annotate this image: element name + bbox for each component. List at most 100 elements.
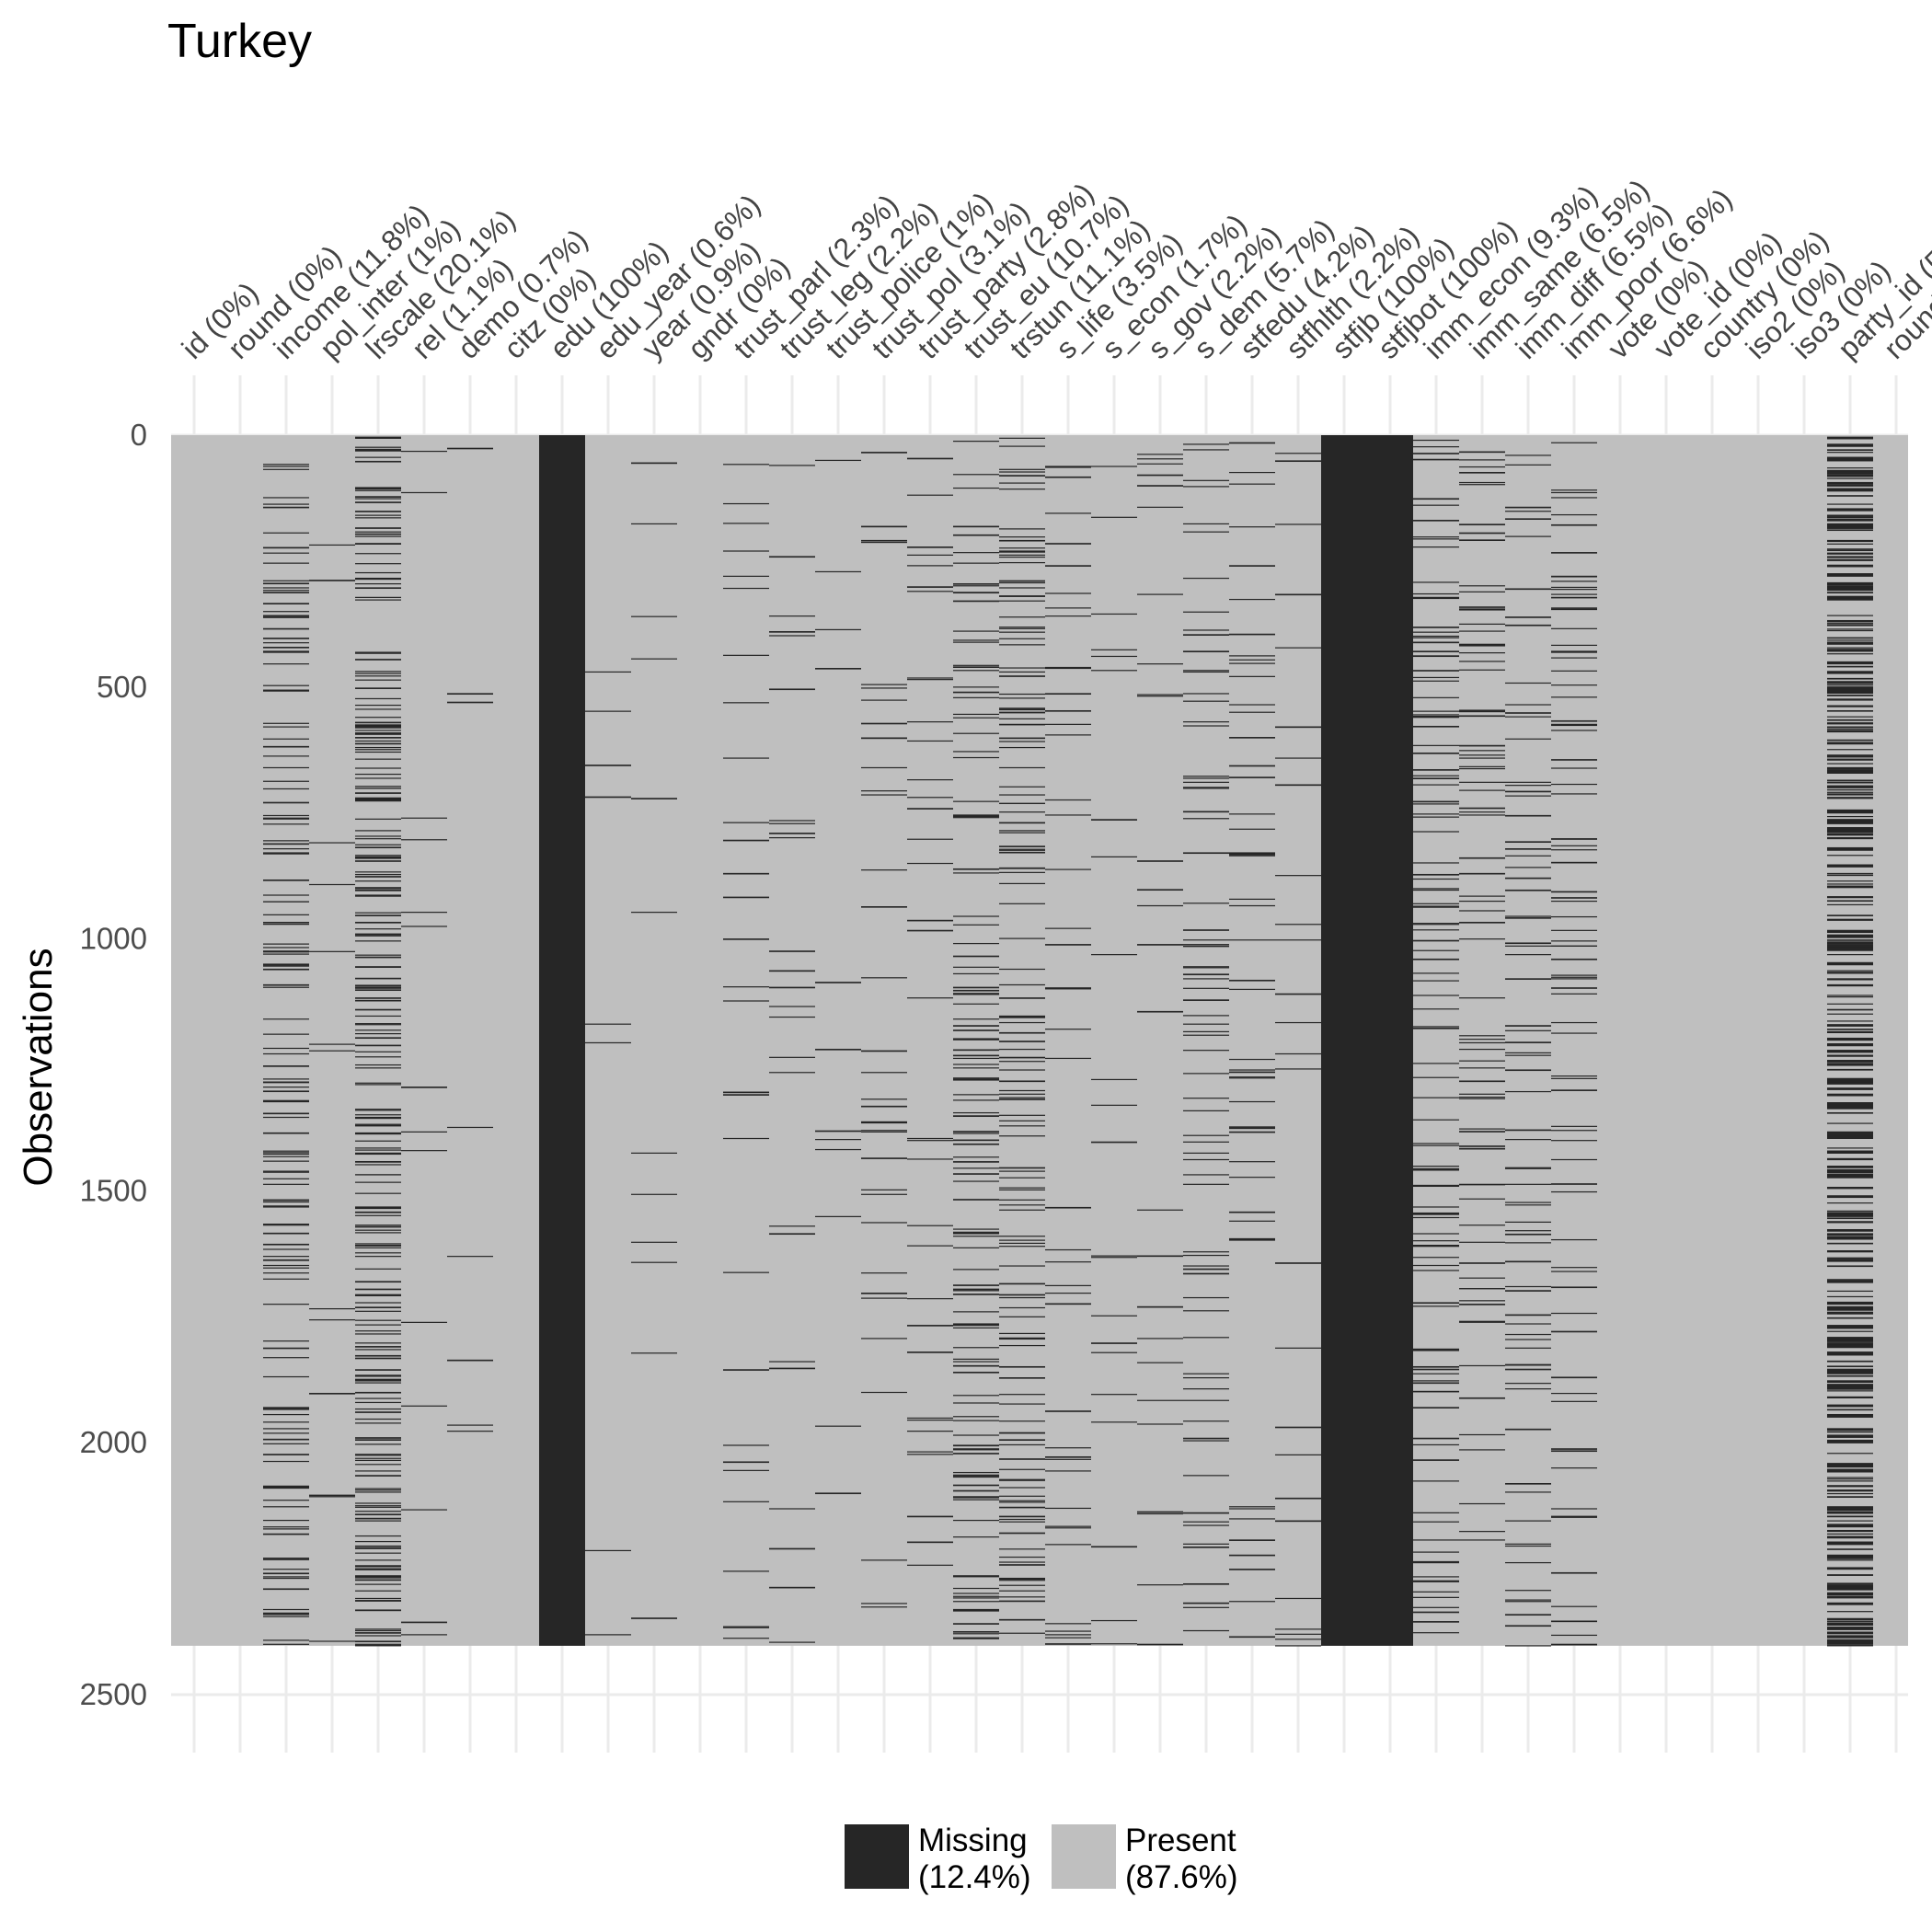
missing-mark-imm_diff xyxy=(1505,1428,1551,1431)
missing-mark-trstun xyxy=(999,1600,1045,1603)
missing-mark-year xyxy=(631,1352,677,1354)
missing-mark-lrscale xyxy=(355,1459,401,1462)
missing-mark-trstun xyxy=(999,851,1045,854)
missing-mark-lrscale xyxy=(355,1288,401,1291)
missing-mark-income xyxy=(263,1081,309,1083)
missing-mark-stfedu xyxy=(1229,442,1275,444)
missing-mark-party_id xyxy=(1827,1325,1873,1328)
missing-mark-trstun xyxy=(999,871,1045,873)
missing-mark-lrscale xyxy=(355,1214,401,1216)
missing-mark-imm_econ xyxy=(1413,1560,1459,1563)
missing-mark-income xyxy=(263,1528,309,1530)
missing-mark-lrscale xyxy=(355,1457,401,1459)
missing-mark-party_id xyxy=(1827,1489,1873,1491)
missing-mark-imm_same xyxy=(1459,1035,1505,1037)
missing-mark-lrscale xyxy=(355,671,401,673)
missing-mark-stfhlth xyxy=(1275,593,1321,596)
missing-mark-stfhlth xyxy=(1275,1021,1321,1024)
missing-mark-s_gov xyxy=(1137,1423,1183,1425)
missing-mark-lrscale xyxy=(355,894,401,896)
missing-mark-lrscale xyxy=(355,1056,401,1058)
missing-mark-party_id xyxy=(1827,1341,1873,1343)
missing-mark-imm_poor xyxy=(1551,838,1597,840)
missing-mark-party_id xyxy=(1827,1611,1873,1613)
missing-mark-party_id xyxy=(1827,516,1873,519)
missing-mark-demo xyxy=(447,1256,493,1258)
missing-mark-trstun xyxy=(999,1135,1045,1137)
missing-mark-imm_poor xyxy=(1551,1125,1597,1127)
missing-mark-trust_eu xyxy=(953,1601,999,1603)
missing-mark-imm_same xyxy=(1459,630,1505,632)
missing-mark-trstun xyxy=(999,849,1045,851)
missing-mark-lrscale xyxy=(355,1192,401,1194)
missing-mark-party_id xyxy=(1827,475,1873,477)
missing-mark-trust_party xyxy=(907,779,953,781)
missing-mark-party_id xyxy=(1827,1631,1873,1635)
missing-mark-s_life xyxy=(1045,1293,1091,1294)
missing-mark-lrscale xyxy=(355,856,401,858)
missing-mark-edu_year xyxy=(585,671,631,673)
missing-mark-trust_party xyxy=(907,494,953,496)
missing-mark-party_id xyxy=(1827,1170,1873,1173)
missing-mark-imm_same xyxy=(1459,744,1505,747)
missing-mark-income xyxy=(263,1616,309,1617)
missing-mark-trust_eu xyxy=(953,1077,999,1079)
missing-mark-income xyxy=(263,582,309,585)
missing-mark-edu_year xyxy=(585,1634,631,1636)
missing-mark-s_dem xyxy=(1183,1629,1229,1632)
missing-mark-stfhlth xyxy=(1275,1633,1321,1635)
missing-mark-lrscale xyxy=(355,758,401,760)
missing-mark-lrscale xyxy=(355,999,401,1002)
missing-mark-imm_poor xyxy=(1551,1183,1597,1185)
missing-mark-trstun xyxy=(999,712,1045,714)
missing-mark-trust_eu xyxy=(953,525,999,528)
missing-mark-stfhlth xyxy=(1275,453,1321,454)
missing-mark-income xyxy=(263,638,309,639)
missing-mark-imm_same xyxy=(1459,1262,1505,1264)
missing-mark-party_id xyxy=(1827,815,1873,818)
missing-mark-trstun xyxy=(999,600,1045,602)
missing-mark-party_id xyxy=(1827,1524,1873,1526)
missing-mark-trstun xyxy=(999,1618,1045,1621)
missing-mark-imm_diff xyxy=(1505,1347,1551,1349)
missing-mark-s_gov xyxy=(1137,1584,1183,1586)
missing-mark-lrscale xyxy=(355,1547,401,1549)
missing-mark-lrscale xyxy=(355,1488,401,1489)
missing-mark-party_id xyxy=(1827,942,1873,945)
missing-mark-party_id xyxy=(1827,972,1873,974)
missing-mark-lrscale xyxy=(355,1475,401,1477)
missing-mark-party_id xyxy=(1827,552,1873,555)
missing-mark-s_dem xyxy=(1183,939,1229,941)
missing-mark-imm_econ xyxy=(1413,1216,1459,1219)
missing-mark-imm_econ xyxy=(1413,1213,1459,1215)
missing-mark-trust_eu xyxy=(953,582,999,585)
missing-mark-income xyxy=(263,788,309,790)
missing-mark-lrscale xyxy=(355,1015,401,1018)
missing-mark-s_dem xyxy=(1183,531,1229,533)
missing-mark-party_id xyxy=(1827,782,1873,784)
missing-mark-party_id xyxy=(1827,996,1873,998)
missing-mark-trstun xyxy=(999,616,1045,618)
missing-mark-party_id xyxy=(1827,1477,1873,1478)
missing-mark-party_id xyxy=(1827,1290,1873,1293)
missing-mark-s_life xyxy=(1045,592,1091,594)
missing-mark-income xyxy=(263,1205,309,1207)
missing-mark-imm_econ xyxy=(1413,1246,1459,1248)
missing-mark-s_dem xyxy=(1183,781,1229,783)
missing-mark-lrscale xyxy=(355,1454,401,1456)
missing-mark-party_id xyxy=(1827,1013,1873,1015)
missing-mark-imm_econ xyxy=(1413,1063,1459,1064)
missing-mark-pol_inter xyxy=(309,950,355,952)
missing-mark-imm_econ xyxy=(1413,744,1459,746)
missing-mark-party_id xyxy=(1827,1639,1873,1644)
missing-mark-party_id xyxy=(1827,883,1873,885)
missing-mark-party_id xyxy=(1827,797,1873,799)
missing-mark-lrscale xyxy=(355,1029,401,1031)
missing-mark-s_life xyxy=(1045,1544,1091,1546)
missing-mark-rel xyxy=(401,1621,447,1624)
missing-mark-lrscale xyxy=(355,1369,401,1371)
missing-mark-s_econ xyxy=(1091,516,1137,518)
missing-mark-trstun xyxy=(999,1548,1045,1550)
missing-mark-income xyxy=(263,1347,309,1350)
missing-mark-trust_eu xyxy=(953,1638,999,1639)
